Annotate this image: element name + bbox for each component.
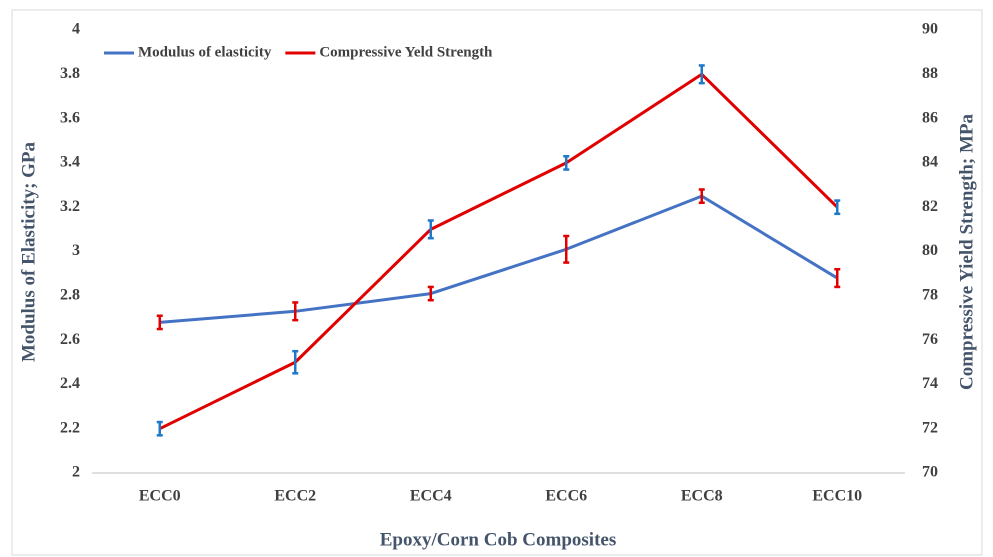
x-tick-label: ECC4	[410, 488, 452, 505]
y-tick-label: 2.2	[60, 419, 80, 436]
y2-tick-label: 74	[922, 375, 938, 392]
y-tick-label: 3.4	[60, 154, 80, 171]
y2-tick-label: 90	[922, 21, 938, 38]
legend-label: Compressive Yeld Strength	[319, 44, 493, 60]
y2-tick-label: 72	[922, 419, 938, 436]
y-tick-label: 4	[72, 21, 80, 38]
error-bar	[292, 349, 299, 375]
x-tick-label: ECC0	[139, 488, 181, 505]
error-bar	[563, 155, 570, 171]
series-line	[159, 72, 839, 431]
y-tick-label: 2.4	[60, 375, 80, 392]
y-tick-label: 3	[72, 242, 80, 259]
error-bar	[292, 301, 299, 322]
error-bar	[427, 219, 434, 240]
x-tick-label: ECC8	[681, 488, 723, 505]
y2-tick-label: 78	[922, 286, 938, 303]
y2-axis-title: Compressive Yield Strength; MPa	[956, 114, 977, 391]
y-tick-label: 2	[72, 464, 80, 481]
chart-border	[11, 9, 983, 556]
y-tick-label: 3.2	[60, 198, 80, 215]
error-bar	[427, 285, 434, 302]
y2-tick-label: 88	[922, 65, 938, 82]
y-tick-label: 3.6	[60, 109, 80, 126]
y-tick-label: 2.8	[60, 286, 80, 303]
legend-label: Modulus of elasticity	[138, 44, 272, 60]
error-bar	[698, 188, 705, 205]
y2-tick-label: 70	[922, 464, 938, 481]
series-line	[159, 194, 839, 324]
error-bar	[563, 234, 570, 264]
x-tick-label: ECC2	[274, 488, 316, 505]
y-tick-label: 3.8	[60, 65, 80, 82]
error-bar	[156, 314, 163, 331]
y2-tick-label: 76	[922, 331, 938, 348]
y-tick-label: 2.6	[60, 331, 80, 348]
error-bar	[156, 420, 163, 437]
x-axis-title: Epoxy/Corn Cob Composites	[380, 529, 616, 550]
y2-tick-label: 80	[922, 242, 938, 259]
y2-tick-label: 84	[922, 154, 938, 171]
error-bar	[834, 267, 841, 289]
y2-tick-label: 86	[922, 109, 938, 126]
x-tick-label: ECC6	[545, 488, 587, 505]
y2-tick-label: 82	[922, 198, 938, 215]
y-axis-title: Modulus of Elasticity; GPa	[18, 141, 39, 362]
error-bar	[698, 64, 705, 85]
error-bar	[834, 199, 841, 216]
x-tick-label: ECC10	[812, 488, 862, 505]
